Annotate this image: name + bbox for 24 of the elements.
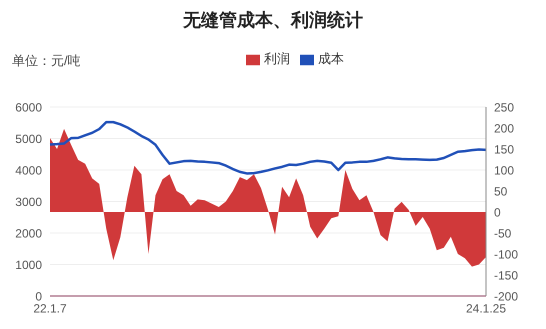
legend-label: 成本: [318, 51, 344, 66]
y2-tick-label: -150: [494, 268, 518, 282]
y2-tick-label: 50: [494, 184, 508, 198]
y-tick-label: 4000: [15, 163, 42, 178]
legend-label: 利润: [264, 51, 290, 66]
y2-tick-label: -50: [494, 226, 512, 240]
text: 单位：元/吨: [12, 52, 81, 70]
x-tick-label: 24.1.25: [466, 302, 506, 316]
y-tick-label: 2000: [15, 226, 42, 240]
y2-tick-label: -100: [494, 247, 518, 262]
y-tick-label: 1000: [15, 258, 42, 272]
y-tick-label: 0: [35, 289, 42, 304]
line-series: [48, 120, 488, 175]
x-tick-label: 22.1.7: [33, 302, 67, 316]
y2-tick-label: 200: [494, 121, 514, 136]
y-tick-label: 6000: [15, 100, 42, 114]
y2-tick-label: -200: [494, 289, 518, 304]
y2-tick-label: 250: [494, 100, 514, 114]
y-tick-label: 5000: [15, 132, 42, 146]
y2-tick-label: 0: [494, 205, 501, 220]
y2-tick-label: 150: [494, 142, 514, 156]
y-tick-label: 3000: [15, 194, 42, 209]
chart-title: 无缝管成本、利润统计: [182, 9, 364, 32]
y2-tick-label: 100: [494, 163, 514, 178]
